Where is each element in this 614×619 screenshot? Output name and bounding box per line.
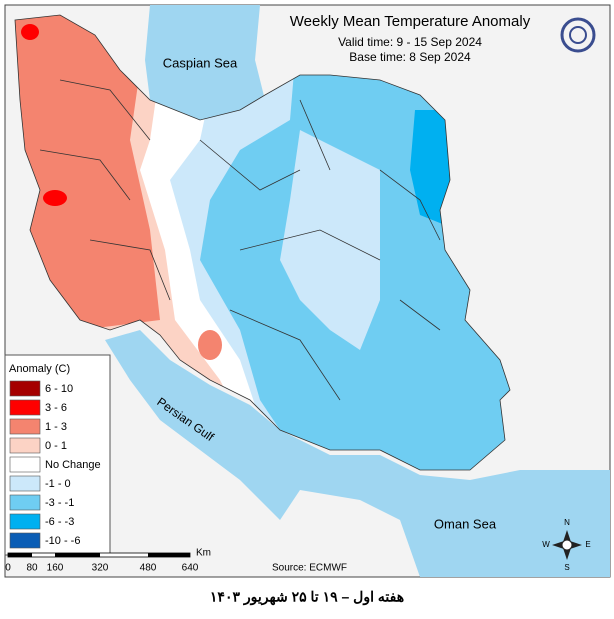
title: Weekly Mean Temperature Anomaly bbox=[290, 13, 531, 30]
scale-label: 80 bbox=[26, 563, 38, 574]
compass bbox=[552, 530, 582, 560]
compass-label: W bbox=[542, 540, 550, 549]
scale-label: 160 bbox=[47, 563, 64, 574]
sea-label: Oman Sea bbox=[434, 516, 497, 531]
sea-label: Caspian Sea bbox=[163, 55, 238, 70]
legend-swatch bbox=[9, 437, 41, 454]
legend-label: 1 - 3 bbox=[45, 421, 67, 433]
legend-items: 6 - 10 3 - 6 1 - 3 0 - 1 No Change -1 - 0 -3 -… bbox=[9, 380, 101, 549]
compass-label: E bbox=[585, 540, 590, 549]
logo bbox=[560, 17, 596, 53]
legend-label: 3 - 6 bbox=[45, 402, 67, 414]
province-borders bbox=[39, 79, 441, 401]
scale-label: 480 bbox=[140, 563, 157, 574]
scale-bar bbox=[7, 552, 191, 558]
legend-swatch bbox=[9, 532, 41, 549]
anomaly-region bbox=[43, 190, 67, 206]
legend-swatch bbox=[9, 456, 41, 473]
scale-unit: Km bbox=[196, 548, 211, 559]
legend-label: 0 - 1 bbox=[45, 440, 67, 452]
legend-label: -6 - -3 bbox=[45, 516, 74, 528]
compass-label: S bbox=[564, 563, 569, 572]
legend-label: 6 - 10 bbox=[45, 383, 73, 395]
legend-swatch bbox=[9, 399, 41, 416]
base-time: Base time: 8 Sep 2024 bbox=[349, 50, 471, 64]
anomaly-region bbox=[21, 24, 39, 40]
legend-swatch bbox=[9, 494, 41, 511]
legend-swatch bbox=[9, 513, 41, 530]
scale-label: 320 bbox=[92, 563, 109, 574]
legend-label: -3 - -1 bbox=[45, 497, 74, 509]
compass-label: N bbox=[564, 518, 570, 527]
country-border bbox=[14, 14, 511, 471]
legend-label: -10 - -6 bbox=[45, 535, 80, 547]
caption: هفته اول – ۱۹ تا ۲۵ شهریور ۱۴۰۳ bbox=[210, 589, 404, 606]
anomaly-region bbox=[410, 110, 455, 225]
scale-label: 0 bbox=[5, 563, 11, 574]
seas bbox=[105, 5, 610, 577]
anomaly-region bbox=[280, 130, 380, 350]
scale-label: 640 bbox=[182, 563, 199, 574]
legend-swatch bbox=[9, 418, 41, 435]
legend-label: -1 - 0 bbox=[45, 478, 71, 490]
anomaly-region bbox=[198, 330, 222, 360]
legend-title: Anomaly (C) bbox=[9, 363, 70, 375]
legend-swatch bbox=[9, 475, 41, 492]
legend-label: No Change bbox=[45, 459, 101, 471]
legend-swatch bbox=[9, 380, 41, 397]
valid-time: Valid time: 9 - 15 Sep 2024 bbox=[338, 35, 482, 49]
source: Source: ECMWF bbox=[272, 563, 347, 574]
